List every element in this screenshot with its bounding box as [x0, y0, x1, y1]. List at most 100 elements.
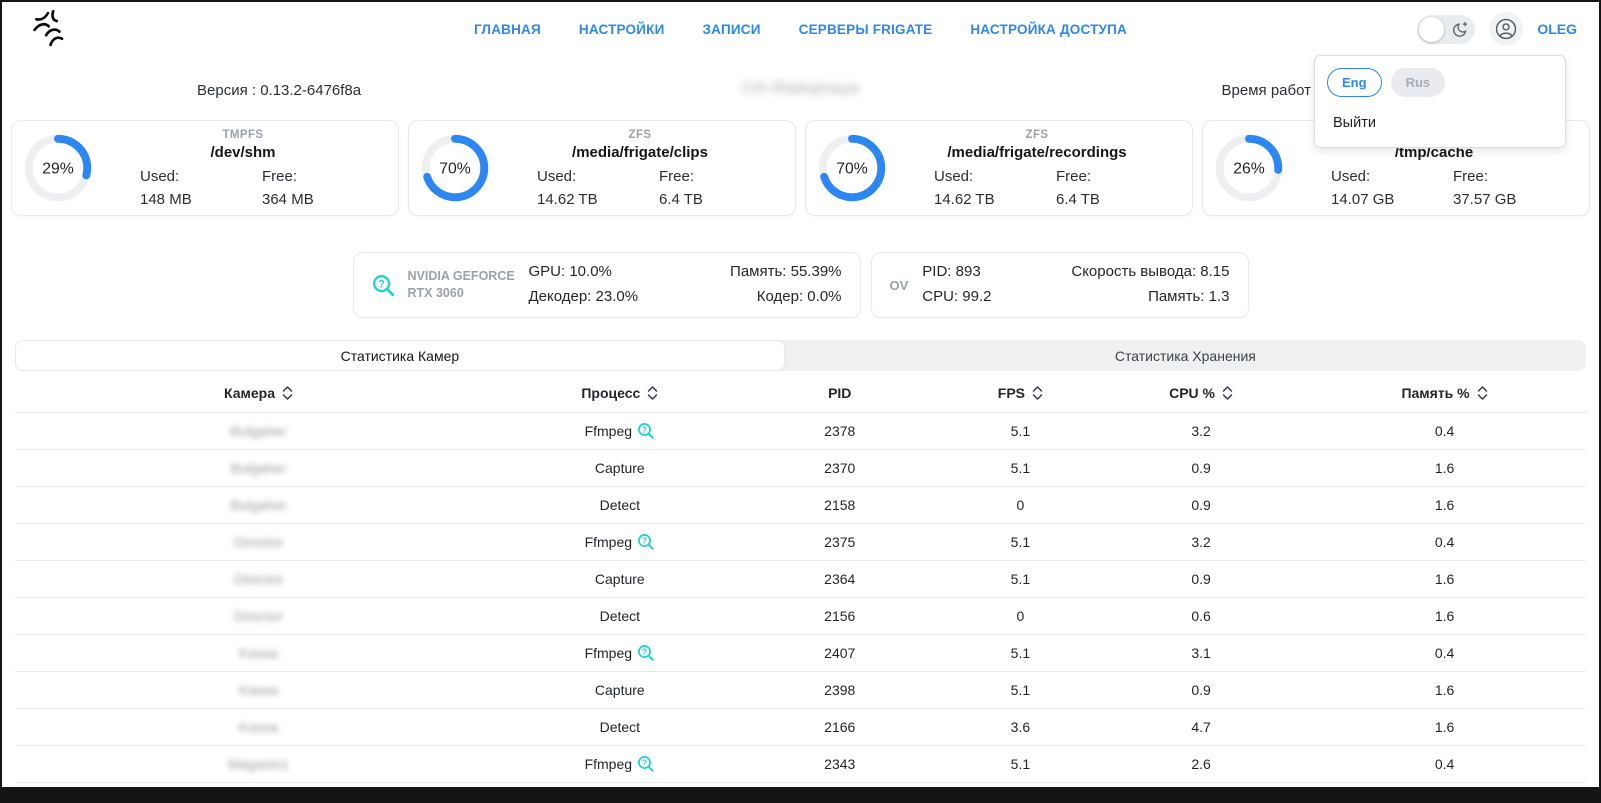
- logout-menu-item[interactable]: Выйти: [1333, 115, 1376, 131]
- version-label: Версия : 0.13.2-6476f8a: [197, 82, 362, 99]
- table-row: Director Detect ? 2156 0 0.6 1.6: [15, 598, 1586, 635]
- window-bottom-edge: [0, 787, 1601, 803]
- column-header[interactable]: PID: [828, 384, 852, 401]
- process-name: Ffmpeg: [584, 756, 633, 772]
- process-name: Ffmpeg: [584, 534, 633, 550]
- table-row: Kassa Ffmpeg ? 2407 5.1 3.1 0.4: [15, 635, 1586, 672]
- ffmpeg-info-icon[interactable]: ?: [637, 644, 655, 662]
- frigate-logo[interactable]: [24, 6, 70, 52]
- ov-output-speed: Скорость вывода: 8.15: [1071, 263, 1230, 281]
- sort-icon[interactable]: [282, 385, 293, 400]
- process-name: Capture: [594, 460, 645, 476]
- column-header[interactable]: Камера: [15, 385, 502, 401]
- camera-name-blurred: Director: [233, 571, 283, 587]
- sort-icon[interactable]: [1477, 385, 1488, 400]
- nav-link[interactable]: СЕРВЕРЫ FRIGATE: [798, 21, 933, 37]
- ffmpeg-info-icon[interactable]: ?: [637, 422, 655, 440]
- free-label: Free:: [659, 167, 695, 185]
- camera-name-blurred: Bulgaher: [230, 460, 287, 476]
- ov-pid: PID: 893: [922, 263, 981, 281]
- camera-name-blurred: Bulgaher: [230, 497, 287, 513]
- gpu-encoder: Кодер: 0.0%: [756, 288, 842, 305]
- nav-link[interactable]: ЗАПИСИ: [702, 21, 761, 37]
- column-header[interactable]: Память %: [1303, 385, 1586, 401]
- cpu-value: 0.6: [1191, 608, 1211, 624]
- usage-donut-chart: 70%: [421, 134, 489, 202]
- gpu-info-icon[interactable]: ?: [372, 274, 395, 297]
- column-header[interactable]: FPS: [942, 385, 1099, 401]
- cpu-value: 4.7: [1191, 719, 1211, 735]
- free-value: 6.4 TB: [1056, 190, 1100, 208]
- fps-value: 5.1: [1010, 460, 1031, 476]
- lang-eng-button[interactable]: Eng: [1327, 68, 1382, 97]
- free-value: 37.57 GB: [1453, 190, 1517, 208]
- used-label: Used:: [140, 167, 180, 185]
- pid-value: 2364: [824, 571, 856, 587]
- usage-donut-chart: 70%: [818, 134, 886, 202]
- nav-link[interactable]: ГЛАВНАЯ: [474, 21, 541, 37]
- svg-text:29%: 29%: [42, 161, 74, 178]
- process-name: Capture: [594, 571, 645, 587]
- nav-link[interactable]: НАСТРОЙКА ДОСТУПА: [970, 21, 1127, 37]
- mem-value: 1.6: [1434, 608, 1455, 624]
- user-avatar-icon[interactable]: [1489, 12, 1524, 46]
- lang-rus-button[interactable]: Rus: [1390, 68, 1446, 97]
- process-name: Ffmpeg: [584, 645, 633, 661]
- nav-link[interactable]: НАСТРОЙКИ: [578, 21, 665, 37]
- pid-value: 2343: [824, 756, 856, 772]
- mem-value: 1.6: [1434, 460, 1455, 476]
- sort-icon[interactable]: [647, 385, 658, 400]
- gpu-memory: Память: 55.39%: [730, 263, 842, 281]
- table-row: Magazin1 Ffmpeg ? 2343 5.1 2.6 0.4: [15, 746, 1586, 783]
- tab-storage-stats[interactable]: Статистика Хранения: [1114, 347, 1256, 364]
- process-name: Detect: [599, 497, 641, 513]
- user-name[interactable]: OLEG: [1537, 21, 1577, 37]
- column-header[interactable]: CPU %: [1099, 385, 1303, 401]
- gpu-usage: GPU: 10.0%: [528, 263, 612, 281]
- free-label: Free:: [262, 167, 298, 185]
- fs-type-label: TMPFS: [222, 128, 264, 141]
- free-value: 6.4 TB: [659, 190, 703, 208]
- fps-value: 5.1: [1010, 534, 1031, 550]
- cpu-value: 2.6: [1191, 756, 1211, 772]
- free-label: Free:: [1056, 167, 1092, 185]
- column-header[interactable]: Процесс: [502, 385, 738, 401]
- used-label: Used:: [934, 167, 974, 185]
- storage-card: 70% ZFS /media/frigate/recordings Used: …: [805, 120, 1193, 216]
- process-name: Detect: [599, 719, 641, 735]
- used-value: 14.62 TB: [934, 190, 995, 208]
- camera-name-blurred: Magazin1: [228, 756, 289, 772]
- sort-icon[interactable]: [1032, 385, 1043, 400]
- process-name: Capture: [594, 682, 645, 698]
- svg-text:?: ?: [642, 536, 647, 545]
- ov-card: OV PID: 893 CPU: 99.2 Скорость вывода: 8…: [870, 252, 1249, 318]
- pid-value: 2407: [824, 645, 856, 661]
- free-label: Free:: [1453, 167, 1489, 185]
- ov-cpu: CPU: 99.2: [922, 288, 992, 305]
- camera-name-blurred: Kassa: [239, 645, 278, 661]
- used-value: 14.62 TB: [537, 190, 598, 208]
- svg-text:26%: 26%: [1233, 161, 1265, 178]
- pid-value: 2156: [824, 608, 856, 624]
- language-switch: Eng Rus: [1315, 68, 1565, 109]
- mem-value: 1.6: [1434, 719, 1455, 735]
- tab-camera-stats[interactable]: Статистика Камер: [15, 340, 785, 371]
- mem-value: 0.4: [1434, 645, 1455, 661]
- pid-value: 2378: [824, 423, 856, 439]
- table-row: Bulgaher Ffmpeg ? 2378 5.1 3.2 0.4: [15, 413, 1586, 450]
- ffmpeg-info-icon[interactable]: ?: [637, 755, 655, 773]
- fs-path: /dev/shm: [210, 143, 276, 161]
- fps-value: 0: [1016, 497, 1025, 513]
- process-name: Ffmpeg: [584, 423, 633, 439]
- sort-icon[interactable]: [1222, 385, 1233, 400]
- header-right: OLEG: [1417, 12, 1577, 46]
- fs-type-label: ZFS: [628, 128, 652, 141]
- ffmpeg-info-icon[interactable]: ?: [637, 533, 655, 551]
- used-label: Used:: [537, 167, 577, 185]
- svg-text:?: ?: [642, 425, 647, 434]
- camera-stats-table: Камера Процесс: [15, 373, 1586, 783]
- cpu-value: 0.9: [1191, 682, 1211, 698]
- table-row: Bulgaher Detect ? 2158 0 0.9 1.6: [15, 487, 1586, 524]
- table-row: Director Ffmpeg ? 2375 5.1 3.2 0.4: [15, 524, 1586, 561]
- theme-toggle[interactable]: [1417, 14, 1476, 44]
